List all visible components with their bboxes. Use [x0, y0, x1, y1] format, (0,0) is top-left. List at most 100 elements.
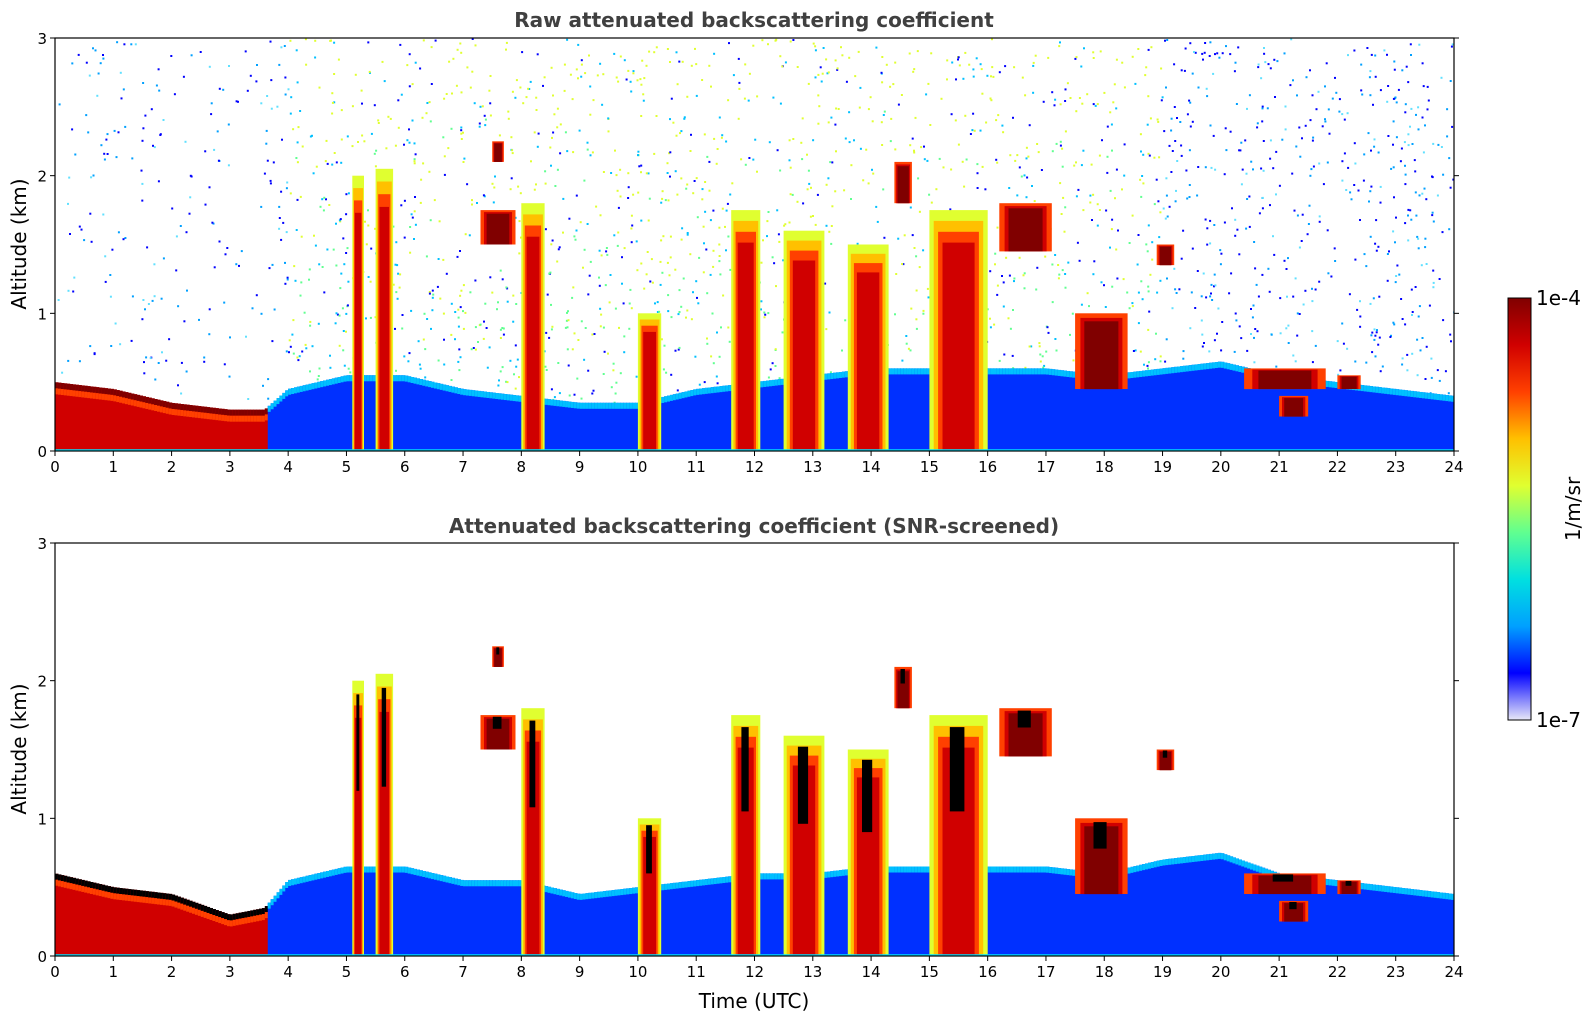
x-tick-label: 3 [225, 458, 235, 476]
x-tick-label: 7 [458, 458, 468, 476]
cloud-8 [847, 244, 889, 451]
cloud-7 [783, 735, 825, 956]
y-tick-label: 2 [37, 168, 47, 186]
panel-raw-ylabel: Altitude (km) [7, 178, 31, 309]
x-tick-label: 15 [920, 458, 939, 476]
x-tick-label: 8 [517, 458, 527, 476]
x-tick-label: 18 [1095, 458, 1114, 476]
x-tick-label: 7 [458, 963, 468, 981]
colorbar-max-label: 1e-4 [1536, 286, 1581, 310]
cloud-2 [480, 210, 516, 245]
cloud-0 [352, 680, 364, 956]
cloud-1 [375, 168, 394, 451]
cloud-14 [1244, 873, 1326, 895]
x-tick-label: 24 [1444, 963, 1463, 981]
x-tick-label: 12 [745, 458, 764, 476]
cloud-1 [375, 673, 394, 956]
cloud-16 [1337, 375, 1361, 390]
y-tick-label: 0 [37, 948, 47, 966]
cloud-10 [929, 715, 988, 956]
cloud-features [352, 646, 1361, 956]
x-tick-label: 16 [978, 458, 997, 476]
cloud-9 [894, 666, 912, 709]
y-tick-label: 1 [37, 305, 47, 323]
cloud-16 [1337, 880, 1361, 895]
x-tick-label: 14 [862, 963, 881, 981]
panel-raw-x-ticks: 0 1 2 3 4 5 6 7 8 9 10 11 12 13 14 15 16 17 18 19 20 21 22 23 24 [50, 451, 1464, 476]
x-tick-label: 23 [1386, 963, 1405, 981]
x-tick-label: 5 [342, 963, 352, 981]
cloud-15 [1279, 900, 1309, 922]
cloud-0 [352, 175, 364, 451]
x-tick-label: 19 [1153, 458, 1172, 476]
panel-raw-heatmap [55, 38, 1454, 451]
x-tick-label: 0 [50, 458, 60, 476]
cloud-features [352, 141, 1361, 451]
y-tick-label: 1 [37, 810, 47, 828]
y-tick-label: 3 [37, 535, 47, 553]
cloud-5 [637, 313, 662, 451]
panel-raw-y-ticks: 0 1 2 3 [37, 30, 1459, 461]
cloud-9 [894, 161, 912, 204]
y-tick-label: 3 [37, 30, 47, 48]
x-tick-label: 21 [1270, 963, 1289, 981]
cloud-4 [521, 708, 545, 956]
x-tick-label: 10 [628, 963, 647, 981]
x-tick-label: 4 [283, 458, 293, 476]
x-tick-label: 11 [687, 963, 706, 981]
x-tick-label: 6 [400, 963, 410, 981]
x-tick-label: 16 [978, 963, 997, 981]
x-tick-label: 14 [862, 458, 881, 476]
panel-screened-heatmap [55, 646, 1454, 956]
x-tick-label: 13 [803, 458, 822, 476]
colorbar: 1e-4 1e-7 1/m/sr [1507, 286, 1585, 732]
x-tick-label: 5 [342, 458, 352, 476]
x-tick-label: 22 [1328, 963, 1347, 981]
x-tick-label: 3 [225, 963, 235, 981]
cloud-11 [999, 203, 1052, 252]
x-tick-label: 24 [1444, 458, 1463, 476]
x-tick-label: 19 [1153, 963, 1172, 981]
x-tick-label: 15 [920, 963, 939, 981]
colorbar-bar [1507, 297, 1532, 721]
x-tick-label: 8 [517, 963, 527, 981]
cloud-12 [1075, 818, 1128, 895]
panel-screened-title: Attenuated backscattering coefficient (S… [449, 514, 1059, 538]
x-tick-label: 11 [687, 458, 706, 476]
cloud-13 [1156, 749, 1175, 771]
x-tick-label: 17 [1036, 458, 1055, 476]
panel-screened: Attenuated backscattering coefficient (S… [7, 514, 1464, 1013]
x-tick-label: 10 [628, 458, 647, 476]
x-tick-label: 4 [283, 963, 293, 981]
panel-raw: Raw attenuated backscattering coefficien… [7, 8, 1464, 476]
cloud-7 [783, 230, 825, 451]
cloud-8 [847, 749, 889, 956]
cloud-10 [929, 210, 988, 451]
cloud-6 [731, 210, 761, 451]
x-tick-label: 12 [745, 963, 764, 981]
x-tick-label: 20 [1211, 963, 1230, 981]
colorbar-unit-label: 1/m/sr [1561, 476, 1585, 541]
cloud-13 [1156, 244, 1175, 266]
colorbar-min-label: 1e-7 [1536, 708, 1581, 732]
cloud-14 [1244, 368, 1326, 390]
x-tick-label: 2 [167, 963, 177, 981]
cloud-3 [492, 141, 504, 162]
x-tick-label: 18 [1095, 963, 1114, 981]
x-tick-label: 22 [1328, 458, 1347, 476]
x-tick-label: 1 [109, 458, 119, 476]
cloud-12 [1075, 313, 1128, 390]
x-tick-label: 1 [109, 963, 119, 981]
cloud-5 [637, 818, 662, 956]
panel-screened-xlabel: Time (UTC) [698, 989, 810, 1013]
x-tick-label: 21 [1270, 458, 1289, 476]
panel-screened-x-ticks: 0 1 2 3 4 5 6 7 8 9 10 11 12 13 14 15 16 17 18 19 20 21 22 23 24 [50, 956, 1464, 981]
cloud-2 [480, 715, 516, 750]
x-tick-label: 9 [575, 963, 585, 981]
x-tick-label: 13 [803, 963, 822, 981]
y-tick-label: 2 [37, 673, 47, 691]
x-tick-label: 9 [575, 458, 585, 476]
cloud-4 [521, 203, 545, 451]
cloud-3 [492, 646, 504, 667]
